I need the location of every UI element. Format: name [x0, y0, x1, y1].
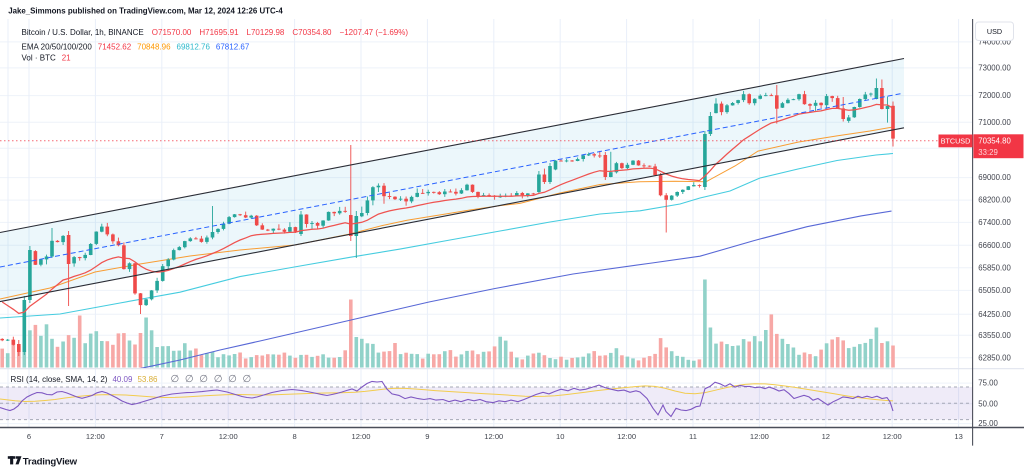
- svg-text:68200.00: 68200.00: [978, 196, 1011, 205]
- svg-text:6: 6: [27, 432, 31, 441]
- svg-text:10: 10: [556, 432, 564, 441]
- svg-text:75.00: 75.00: [978, 379, 998, 388]
- svg-text:12:00: 12:00: [484, 432, 503, 441]
- svg-text:70354.80: 70354.80: [978, 136, 1011, 145]
- svg-text:12: 12: [822, 432, 830, 441]
- svg-text:12:00: 12:00: [219, 432, 238, 441]
- svg-text:11: 11: [689, 432, 697, 441]
- svg-text:67400.00: 67400.00: [978, 218, 1011, 227]
- svg-text:∅: ∅: [228, 374, 237, 385]
- svg-text:62850.00: 62850.00: [978, 353, 1011, 362]
- svg-text:72000.00: 72000.00: [978, 91, 1011, 100]
- svg-text:7: 7: [160, 432, 164, 441]
- svg-text:69000.00: 69000.00: [978, 173, 1011, 182]
- svg-text:13: 13: [954, 432, 962, 441]
- svg-text:74000.00: 74000.00: [978, 38, 1011, 47]
- svg-text:33:29: 33:29: [978, 148, 998, 157]
- svg-text:USD: USD: [987, 27, 1002, 36]
- svg-text:RSI (14, close, SMA, 14, 2)40.: RSI (14, close, SMA, 14, 2) 40.09 53.86: [11, 375, 159, 384]
- svg-text:65850.00: 65850.00: [978, 263, 1011, 272]
- svg-text:66600.00: 66600.00: [978, 241, 1011, 250]
- svg-text:∅: ∅: [185, 374, 194, 385]
- svg-text:∅: ∅: [243, 374, 252, 385]
- svg-text:9: 9: [425, 432, 429, 441]
- svg-text:Bitcoin / U.S. Dollar, 1h, BIN: Bitcoin / U.S. Dollar, 1h, BINANCE O71570…: [22, 28, 409, 37]
- svg-text:50.00: 50.00: [978, 399, 998, 408]
- svg-text:TradingView: TradingView: [23, 457, 78, 468]
- svg-text:8: 8: [292, 432, 296, 441]
- svg-text:12:00: 12:00: [617, 432, 636, 441]
- svg-text:12:00: 12:00: [750, 432, 769, 441]
- svg-text:12:00: 12:00: [86, 432, 105, 441]
- svg-text:63550.00: 63550.00: [978, 331, 1011, 340]
- svg-text:Jake_Simmons published on Trad: Jake_Simmons published on TradingView.co…: [8, 7, 283, 16]
- svg-text:71000.00: 71000.00: [978, 118, 1011, 127]
- svg-text:12:00: 12:00: [351, 432, 370, 441]
- svg-text:BTCUSD: BTCUSD: [941, 136, 971, 145]
- svg-text:25.00: 25.00: [978, 419, 998, 428]
- svg-text:12:00: 12:00: [883, 432, 902, 441]
- svg-text:64250.00: 64250.00: [978, 310, 1011, 319]
- svg-text:∅: ∅: [214, 374, 223, 385]
- svg-text:73000.00: 73000.00: [978, 64, 1011, 73]
- svg-text:65050.00: 65050.00: [978, 286, 1011, 295]
- svg-text:∅: ∅: [199, 374, 208, 385]
- svg-text:∅: ∅: [171, 374, 180, 385]
